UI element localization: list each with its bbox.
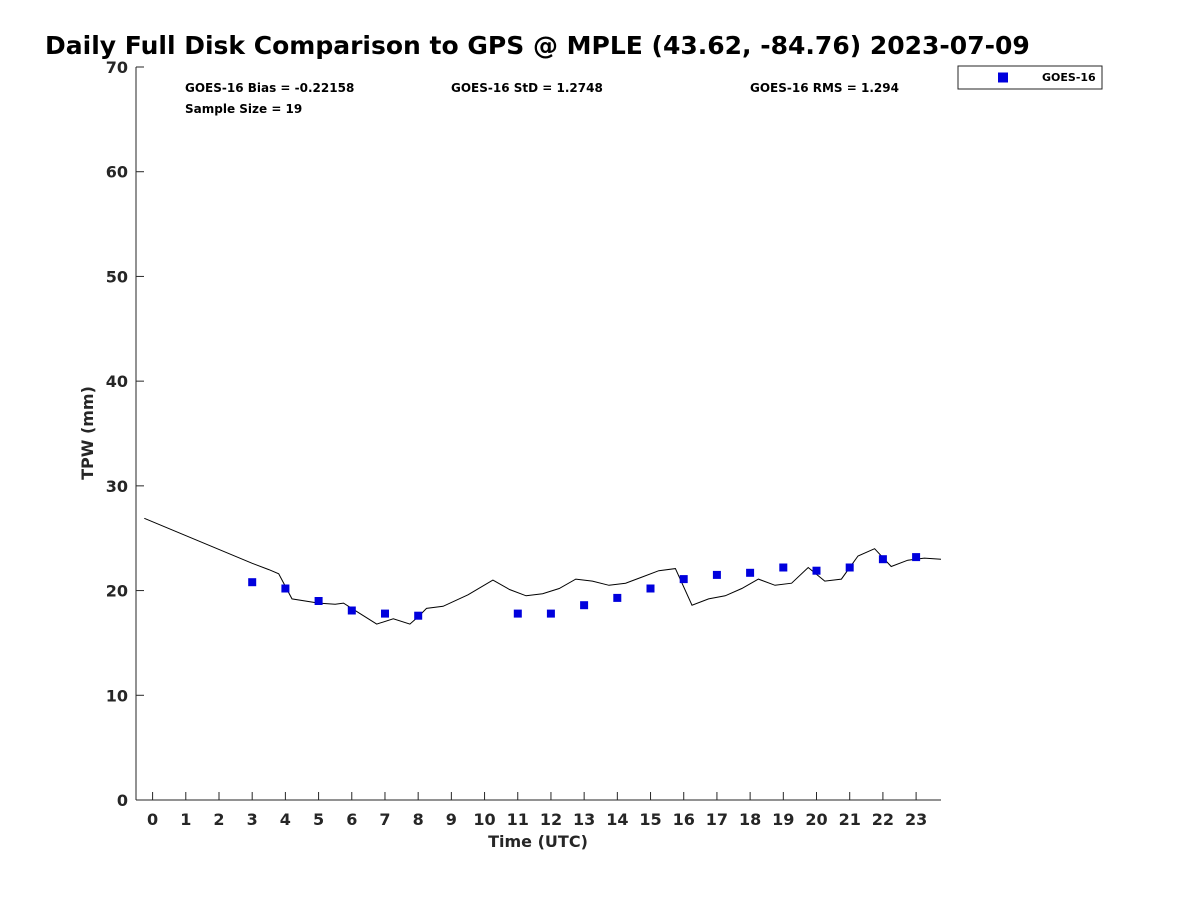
y-tick-label: 70 xyxy=(106,58,128,77)
data-point xyxy=(546,609,555,618)
data-point xyxy=(580,601,589,610)
x-tick-label: 0 xyxy=(147,810,158,829)
data-point xyxy=(646,584,655,593)
y-tick-label: 20 xyxy=(106,582,128,601)
gps-series xyxy=(144,517,942,625)
rms-stat: GOES-16 RMS = 1.294 xyxy=(750,81,899,95)
std-stat: GOES-16 StD = 1.2748 xyxy=(451,81,603,95)
x-tick-label: 19 xyxy=(772,810,794,829)
x-tick-label: 4 xyxy=(280,810,291,829)
chart-title: Daily Full Disk Comparison to GPS @ MPLE… xyxy=(45,31,1030,60)
x-tick-label: 15 xyxy=(639,810,661,829)
x-tick-label: 14 xyxy=(606,810,628,829)
bias-stat: GOES-16 Bias = -0.22158 xyxy=(185,81,354,95)
y-tick-label: 60 xyxy=(106,163,128,182)
x-tick-label: 10 xyxy=(473,810,495,829)
x-tick-label: 20 xyxy=(805,810,827,829)
data-point xyxy=(845,563,854,572)
x-tick-label: 9 xyxy=(446,810,457,829)
legend-label-goes16: GOES-16 xyxy=(1042,71,1096,84)
x-tick-label: 8 xyxy=(413,810,424,829)
data-point xyxy=(347,606,356,615)
data-point xyxy=(679,575,688,584)
x-tick-label: 13 xyxy=(573,810,595,829)
x-tick-label: 16 xyxy=(673,810,695,829)
x-tick-label: 23 xyxy=(905,810,927,829)
y-tick-label: 40 xyxy=(106,372,128,391)
x-axis-ticks: 0 1 2 3 4 5 6 7 8 9 10 11 12 13 14 15 16 17 18 19 20 21 22 23 xyxy=(147,792,927,829)
x-tick-label: 18 xyxy=(739,810,761,829)
y-tick-label: 10 xyxy=(106,686,128,705)
x-axis-title: Time (UTC) xyxy=(488,832,588,851)
data-point xyxy=(812,566,821,575)
gps-line xyxy=(144,517,942,625)
goes16-series xyxy=(248,553,921,620)
data-point xyxy=(613,593,622,602)
data-point xyxy=(878,555,887,564)
x-tick-label: 5 xyxy=(313,810,324,829)
y-tick-label: 30 xyxy=(106,477,128,496)
data-point xyxy=(513,609,522,618)
data-point xyxy=(746,568,755,577)
x-tick-label: 17 xyxy=(706,810,728,829)
x-tick-label: 1 xyxy=(180,810,191,829)
data-point xyxy=(712,570,721,579)
x-tick-label: 22 xyxy=(872,810,894,829)
x-tick-label: 12 xyxy=(540,810,562,829)
x-tick-label: 2 xyxy=(213,810,224,829)
sample-size-stat: Sample Size = 19 xyxy=(185,102,302,116)
data-point xyxy=(779,563,788,572)
y-tick-label: 50 xyxy=(106,267,128,286)
data-point xyxy=(381,609,389,618)
x-tick-label: 6 xyxy=(346,810,357,829)
x-tick-label: 3 xyxy=(247,810,258,829)
x-tick-label: 21 xyxy=(839,810,861,829)
legend: GOES-16 xyxy=(957,65,1103,90)
y-axis-title: TPW (mm) xyxy=(78,386,97,480)
y-axis-ticks: 0 10 20 30 40 50 60 70 xyxy=(106,58,144,810)
data-point xyxy=(314,597,323,605)
data-point xyxy=(281,584,290,593)
legend-square-marker-icon xyxy=(998,72,1008,83)
legend-box xyxy=(957,65,1103,90)
x-tick-label: 11 xyxy=(507,810,529,829)
data-point xyxy=(248,578,257,587)
data-point xyxy=(414,611,423,620)
data-point xyxy=(912,553,921,562)
y-tick-label: 0 xyxy=(117,791,128,810)
x-tick-label: 7 xyxy=(379,810,390,829)
